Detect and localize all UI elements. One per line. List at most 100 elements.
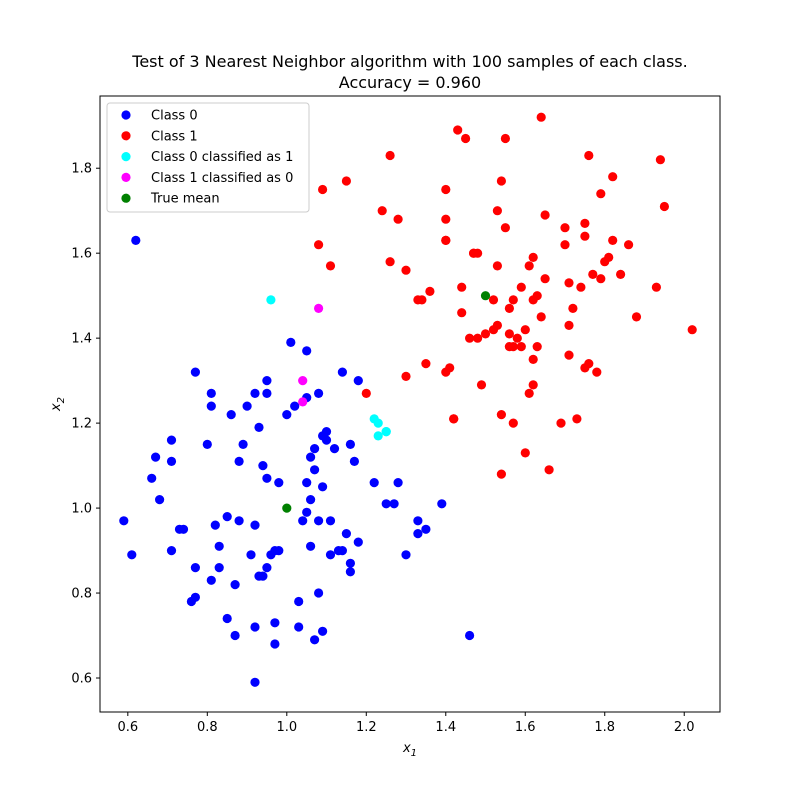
scatter-point-series-1-9 bbox=[401, 265, 411, 275]
scatter-point-series-2-5 bbox=[381, 427, 391, 437]
scatter-point-series-0-70 bbox=[318, 626, 328, 636]
y-axis-label-subscript: 2 bbox=[56, 397, 67, 403]
scatter-point-series-1-33 bbox=[480, 329, 491, 339]
scatter-point-series-0-67 bbox=[314, 588, 324, 598]
scatter-point-series-0-86 bbox=[353, 537, 363, 547]
y-tick-label: 0.6 bbox=[71, 672, 92, 687]
scatter-point-series-0-41 bbox=[262, 388, 272, 398]
scatter-point-series-1-43 bbox=[500, 223, 510, 233]
scatter-point-series-0-16 bbox=[206, 388, 216, 398]
scatter-point-series-0-66 bbox=[314, 388, 324, 398]
scatter-point-series-1-45 bbox=[504, 329, 514, 339]
scatter-point-series-1-78 bbox=[580, 231, 590, 241]
scatter-point-series-1-1 bbox=[318, 184, 328, 195]
scatter-point-series-1-47 bbox=[508, 342, 518, 352]
legend-label: Class 0 classified as 1 bbox=[151, 150, 293, 165]
y-axis-label: x2 bbox=[49, 397, 67, 412]
scatter-point-series-2-3 bbox=[373, 431, 383, 441]
scatter-point-series-1-32 bbox=[476, 380, 487, 390]
scatter-point-series-1-57 bbox=[528, 252, 538, 262]
scatter-point-series-0-30 bbox=[242, 401, 252, 411]
scatter-point-series-0-7 bbox=[166, 456, 177, 466]
scatter-point-series-1-89 bbox=[608, 172, 618, 182]
scatter-point-series-0-89 bbox=[389, 499, 399, 509]
y-tick-label: 1.0 bbox=[71, 502, 92, 517]
scatter-point-series-0-34 bbox=[250, 622, 260, 632]
scatter-point-series-1-20 bbox=[445, 363, 455, 373]
scatter-point-series-1-95 bbox=[659, 201, 670, 212]
scatter-point-series-1-49 bbox=[508, 418, 518, 428]
scatter-point-series-0-64 bbox=[310, 465, 320, 475]
x-axis-label-base: x bbox=[402, 741, 411, 756]
scatter-point-series-0-91 bbox=[401, 550, 411, 560]
scatter-point-series-1-5 bbox=[377, 206, 387, 216]
scatter-point-series-0-18 bbox=[206, 575, 216, 585]
scatter-point-series-0-15 bbox=[202, 439, 212, 449]
scatter-point-series-1-42 bbox=[500, 133, 510, 144]
scatter-point-series-0-69 bbox=[318, 482, 328, 492]
scatter-point-series-1-83 bbox=[592, 367, 602, 377]
scatter-point-series-0-72 bbox=[321, 435, 332, 445]
scatter-point-series-0-20 bbox=[214, 563, 224, 573]
legend-marker bbox=[121, 193, 131, 203]
scatter-point-series-0-31 bbox=[246, 550, 256, 560]
scatter-point-series-0-80 bbox=[341, 529, 351, 539]
legend-label: True mean bbox=[150, 192, 220, 207]
scatter-point-series-2-0 bbox=[266, 295, 276, 305]
scatter-point-series-1-56 bbox=[524, 388, 534, 398]
scatter-point-series-3-2 bbox=[314, 303, 324, 313]
scatter-point-series-1-0 bbox=[314, 240, 324, 250]
y-axis-label-base: x bbox=[49, 403, 64, 412]
scatter-point-series-1-90 bbox=[616, 269, 626, 279]
scatter-point-series-1-81 bbox=[584, 150, 594, 161]
legend-label: Class 1 classified as 0 bbox=[151, 171, 293, 186]
scatter-point-series-0-38 bbox=[258, 461, 268, 471]
scatter-point-series-0-33 bbox=[250, 520, 260, 530]
scatter-point-series-1-68 bbox=[556, 418, 566, 428]
scatter-point-series-0-42 bbox=[262, 473, 272, 483]
scatter-point-series-0-37 bbox=[254, 422, 264, 432]
scatter-point-series-0-28 bbox=[234, 456, 244, 466]
scatter-point-series-1-50 bbox=[512, 333, 522, 343]
scatter-point-series-0-48 bbox=[274, 546, 284, 556]
x-tick-label: 0.8 bbox=[197, 720, 218, 735]
scatter-point-series-1-12 bbox=[417, 295, 427, 305]
scatter-point-series-1-3 bbox=[341, 176, 351, 186]
scatter-point-series-1-80 bbox=[584, 359, 594, 369]
scatter-point-series-0-82 bbox=[345, 558, 355, 568]
x-tick-label: 1.6 bbox=[515, 720, 536, 735]
y-tick-label: 1.4 bbox=[71, 332, 92, 347]
scatter-point-series-0-8 bbox=[166, 546, 177, 556]
scatter-point-series-1-13 bbox=[421, 359, 431, 369]
scatter-point-series-0-40 bbox=[262, 376, 272, 386]
scatter-point-series-1-94 bbox=[655, 155, 666, 165]
scatter-point-series-1-91 bbox=[624, 240, 634, 250]
scatter-point-series-0-0 bbox=[131, 235, 141, 245]
y-tick-label: 1.8 bbox=[71, 162, 92, 177]
x-tick-label: 1.4 bbox=[435, 720, 456, 735]
plot-frame bbox=[99, 95, 721, 713]
x-tick-label: 1.8 bbox=[594, 720, 615, 735]
scatter-point-series-0-51 bbox=[286, 337, 296, 347]
scatter-point-series-1-54 bbox=[520, 325, 530, 335]
scatter-point-series-0-90 bbox=[393, 478, 403, 488]
scatter-point-series-0-14 bbox=[190, 563, 200, 573]
scatter-point-series-1-51 bbox=[516, 342, 526, 352]
scatter-point-series-0-53 bbox=[294, 596, 304, 607]
scatter-point-series-0-23 bbox=[222, 613, 232, 624]
scatter-point-series-4-1 bbox=[480, 291, 491, 301]
x-tick-label: 1.0 bbox=[276, 720, 297, 735]
scatter-point-series-0-10 bbox=[178, 524, 189, 534]
scatter-point-series-1-31 bbox=[473, 248, 483, 258]
scatter-point-series-0-12 bbox=[190, 592, 200, 602]
scatter-point-series-1-24 bbox=[457, 282, 467, 292]
scatter-point-series-0-83 bbox=[345, 439, 355, 449]
scatter-point-series-1-64 bbox=[536, 112, 546, 122]
scatter-point-series-0-17 bbox=[206, 401, 216, 411]
scatter-point-series-0-63 bbox=[310, 635, 320, 645]
scatter-point-series-0-88 bbox=[381, 499, 391, 509]
scatter-point-series-0-73 bbox=[321, 427, 332, 437]
scatter-point-series-0-87 bbox=[369, 478, 379, 488]
scatter-point-series-0-1 bbox=[119, 516, 129, 526]
